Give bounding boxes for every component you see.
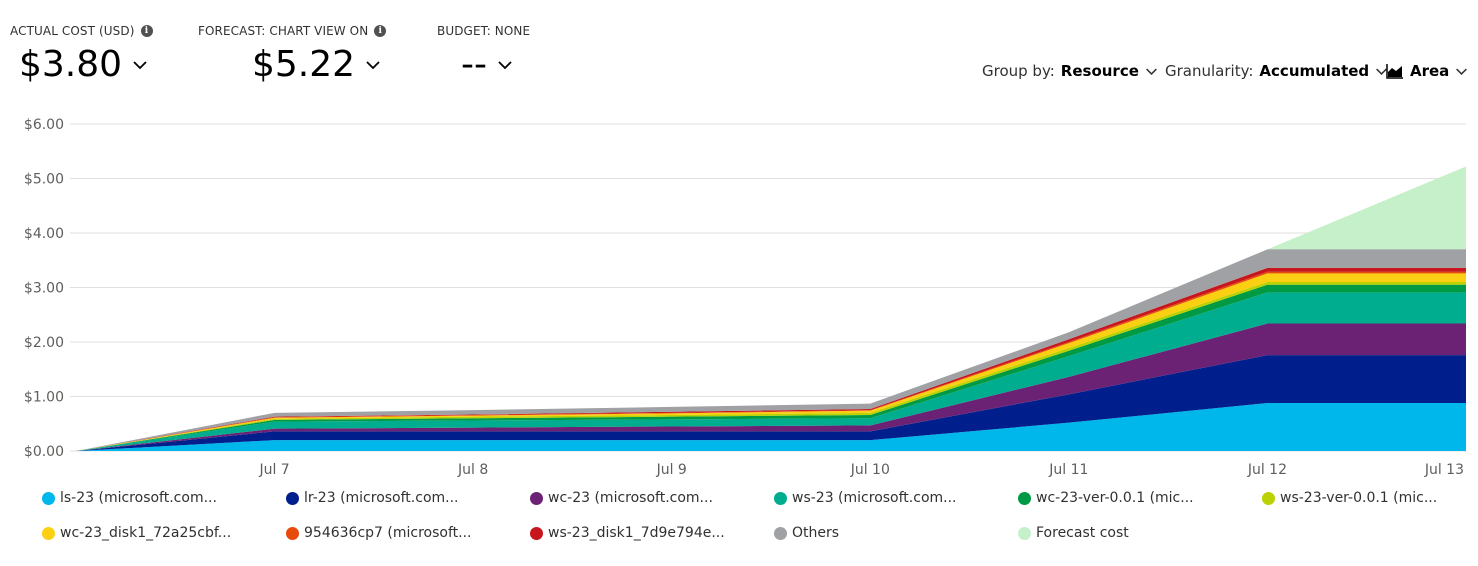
forecast-label-text: FORECAST: CHART VIEW ON [198,24,369,38]
legend-item-ls-23[interactable]: ls-23 (microsoft.com... [42,490,286,506]
actual-cost-value: $3.80 [19,44,123,85]
legend-item-others[interactable]: Others [774,525,1018,541]
legend-swatch [530,491,543,505]
area-chart-icon [1386,64,1403,79]
legend-label: wc-23 (microsoft.com... [548,490,713,506]
x-tick-label: Jul 11 [1048,462,1088,478]
y-tick-label: $2.00 [24,335,64,351]
legend-swatch [42,491,55,505]
budget-value: -- [461,44,487,85]
series-area-ws-23[interactable] [76,292,1466,451]
x-tick-label: Jul 12 [1247,462,1287,478]
chevron-down-icon [1456,68,1468,75]
series-area-wc-23-ver[interactable] [76,284,1466,451]
chevron-down-icon [1376,68,1388,75]
actual-cost-label-text: ACTUAL COST (USD) [10,24,135,38]
info-icon[interactable]: i [140,25,153,37]
legend-label: lr-23 (microsoft.com... [304,490,459,506]
series-area-wc-23[interactable] [76,323,1466,451]
series-area-lr-23[interactable] [76,355,1466,451]
legend-label: ls-23 (microsoft.com... [60,490,217,506]
legend-label: wc-23_disk1_72a25cbf... [60,525,232,541]
forecast-kpi[interactable]: FORECAST: CHART VIEW ON i $5.22 [198,24,387,85]
y-tick-label: $6.00 [24,117,64,133]
legend-label: ws-23-ver-0.0.1 (mic... [1280,490,1438,506]
legend-item-wc-23[interactable]: wc-23 (microsoft.com... [530,490,774,506]
legend-swatch [774,491,787,505]
legend-label: Forecast cost [1036,525,1129,541]
chart-type-dropdown[interactable]: Area [1386,62,1468,80]
x-tick-label: Jul 8 [457,462,488,478]
budget-label: BUDGET: NONE [437,24,530,38]
chart-type-value: Area [1410,62,1450,80]
legend-item-954636cp7[interactable]: 954636cp7 (microsoft... [286,525,530,541]
x-tick-label: Jul 13 [1424,462,1464,478]
actual-cost-kpi[interactable]: ACTUAL COST (USD) i $3.80 [10,24,153,85]
legend-swatch [286,526,299,540]
chart-legend: ls-23 (microsoft.com... lr-23 (microsoft.… [42,490,1462,541]
granularity-label: Granularity: [1165,62,1254,80]
legend-label: ws-23_disk1_7d9e794e... [548,525,725,541]
legend-swatch [774,526,787,540]
legend-label: 954636cp7 (microsoft... [304,525,472,541]
info-icon[interactable]: i [374,25,387,37]
x-tick-label: Jul 7 [258,462,289,478]
legend-item-forecast[interactable]: Forecast cost [1018,525,1262,541]
y-tick-label: $1.00 [24,390,64,406]
chevron-down-icon[interactable] [497,57,513,73]
legend-label: ws-23 (microsoft.com... [792,490,957,506]
legend-item-ws-23-ver[interactable]: ws-23-ver-0.0.1 (mic... [1262,490,1478,506]
group-by-value: Resource [1060,62,1139,80]
granularity-value: Accumulated [1259,62,1370,80]
chevron-down-icon[interactable] [132,57,148,73]
x-tick-label: Jul 10 [850,462,890,478]
legend-swatch [1018,491,1031,505]
legend-item-wc-23-disk[interactable]: wc-23_disk1_72a25cbf... [42,525,286,541]
legend-swatch [530,526,543,540]
legend-label: wc-23-ver-0.0.1 (mic... [1036,490,1194,506]
x-tick-label: Jul 9 [656,462,687,478]
legend-swatch [286,491,299,505]
forecast-value: $5.22 [252,44,356,85]
legend-label: Others [792,525,840,541]
y-tick-label: $3.00 [24,281,64,297]
legend-swatch [1018,526,1031,540]
budget-label-text: BUDGET: NONE [437,24,531,38]
legend-swatch [42,526,55,540]
group-by-dropdown[interactable]: Group by: Resource [982,62,1158,80]
legend-item-wc-23-ver[interactable]: wc-23-ver-0.0.1 (mic... [1018,490,1262,506]
y-tick-label: $5.00 [24,172,64,188]
y-tick-label: $4.00 [24,226,64,242]
cost-area-chart[interactable]: $0.00 $1.00 $2.00 $3.00 $4.00 $5.00 $6.00 Jul 7… [0,100,1478,482]
chevron-down-icon [1146,68,1157,75]
group-by-label: Group by: [982,62,1055,80]
legend-item-lr-23[interactable]: lr-23 (microsoft.com... [286,490,530,506]
legend-item-ws-23-disk[interactable]: ws-23_disk1_7d9e794e... [530,525,774,541]
actual-cost-label: ACTUAL COST (USD) i [10,24,153,38]
legend-swatch [1262,491,1275,505]
budget-kpi[interactable]: BUDGET: NONE -- [437,24,530,85]
legend-item-ws-23[interactable]: ws-23 (microsoft.com... [774,490,1018,506]
granularity-dropdown[interactable]: Granularity: Accumulated [1165,62,1388,80]
series-area-ls-23[interactable] [76,403,1466,451]
chevron-down-icon[interactable] [365,57,381,73]
y-tick-label: $0.00 [24,444,64,460]
forecast-label: FORECAST: CHART VIEW ON i [198,24,387,38]
